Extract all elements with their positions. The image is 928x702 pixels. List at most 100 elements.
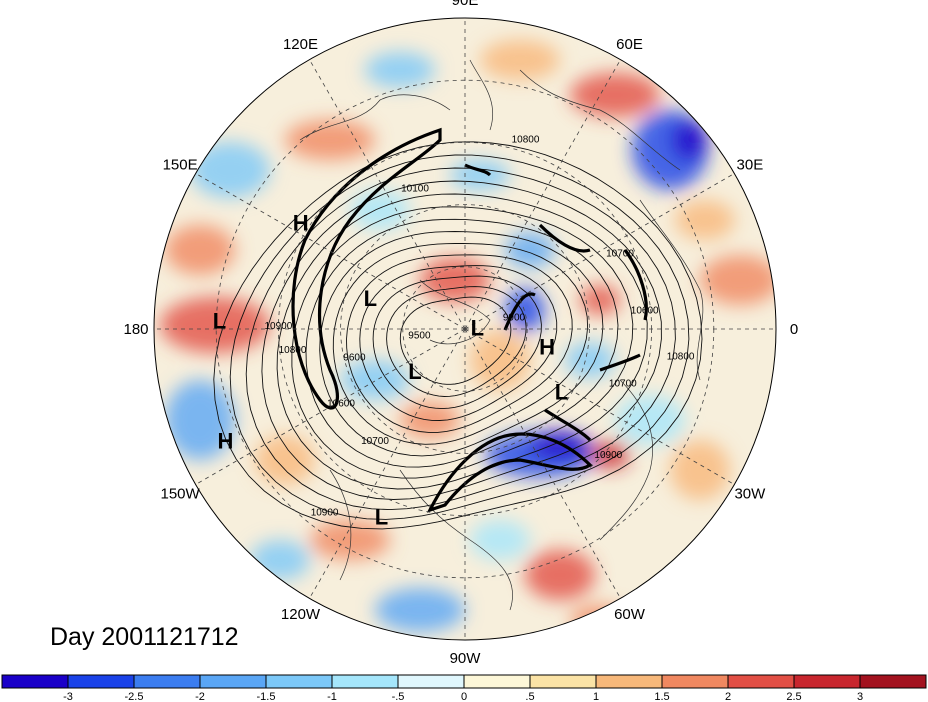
latitude-circle bbox=[215, 79, 715, 579]
height-contour bbox=[213, 141, 703, 530]
anomaly-patch bbox=[165, 380, 235, 460]
low-pressure-label: L bbox=[364, 286, 377, 311]
colorbar-tick-label: -2 bbox=[195, 691, 205, 702]
height-contour bbox=[332, 243, 589, 445]
contour-value-label: 10800 bbox=[279, 345, 307, 356]
anomaly-patch bbox=[580, 285, 620, 315]
contour-value-label: 9500 bbox=[408, 331, 431, 342]
anomaly-patch bbox=[565, 342, 615, 378]
longitude-label: 30E bbox=[737, 157, 764, 174]
high-pressure-label: H bbox=[539, 335, 555, 360]
anomaly-patch bbox=[505, 288, 545, 332]
longitude-label: 30W bbox=[734, 486, 766, 503]
jet-contour bbox=[464, 163, 492, 177]
colorbar-swatch bbox=[68, 675, 135, 688]
anomaly-patch bbox=[525, 550, 595, 600]
jet-contours bbox=[291, 127, 648, 513]
coastline bbox=[299, 94, 451, 141]
contour-value-label: 10700 bbox=[361, 436, 389, 447]
contour-value-label: 10700 bbox=[609, 378, 637, 389]
coastline bbox=[519, 69, 681, 171]
contour-value-label: 10900 bbox=[594, 450, 622, 461]
colorbar-tick-label: 2 bbox=[725, 691, 731, 702]
colorbar-swatch bbox=[200, 675, 267, 688]
anomaly-field bbox=[160, 40, 776, 635]
meridian-line bbox=[309, 328, 466, 599]
latitude-circle bbox=[340, 204, 590, 454]
low-pressure-label: L bbox=[408, 359, 421, 384]
meridian-line bbox=[195, 173, 466, 330]
jet-contour bbox=[623, 249, 648, 321]
anomaly-patch bbox=[365, 52, 435, 88]
height-contours bbox=[213, 141, 703, 530]
colorbar-tick-label: 0 bbox=[461, 691, 467, 702]
anomaly-patch bbox=[470, 520, 530, 560]
meridian-line bbox=[464, 173, 735, 330]
jet-contour bbox=[426, 432, 593, 513]
coastline bbox=[469, 59, 494, 131]
longitude-label: 90E bbox=[452, 0, 479, 9]
meridian-line bbox=[464, 328, 621, 599]
colorbar-tick-label: 1 bbox=[593, 691, 599, 702]
height-contour bbox=[291, 206, 634, 479]
anomaly-patch bbox=[700, 255, 776, 305]
colorbar-tick-label: 1.5 bbox=[654, 691, 669, 702]
colorbar-tick-label: 3 bbox=[857, 691, 863, 702]
anomaly-patch bbox=[615, 395, 685, 445]
graticule bbox=[154, 18, 776, 640]
contour-value-label: 10100 bbox=[401, 184, 429, 195]
anomaly-patch bbox=[675, 200, 735, 240]
colorbar-swatch bbox=[596, 675, 663, 688]
contour-value-label: 10900 bbox=[311, 507, 339, 518]
colorbar-swatch bbox=[530, 675, 597, 688]
contour-value-label: 10600 bbox=[327, 399, 355, 410]
jet-contour bbox=[544, 408, 592, 442]
anomaly-patch bbox=[505, 232, 555, 268]
contour-labels: 10800 10100 10900 10800 9600 9500 10600 10700 10… bbox=[264, 135, 694, 519]
colorbar-swatch bbox=[398, 675, 465, 688]
colorbar: -3 -2.5 -2 -1.5 -1 -.5 0 .5 1 1.5 2 2.5 3 bbox=[1, 674, 927, 702]
anomaly-patch bbox=[350, 190, 410, 230]
anomaly-patch bbox=[670, 440, 730, 500]
contour-value-label: 10700 bbox=[606, 249, 634, 260]
jet-contour bbox=[291, 127, 442, 410]
contour-value-label: 10900 bbox=[264, 321, 292, 332]
colorbar-tick-label: -1.5 bbox=[257, 691, 276, 702]
anomaly-patch bbox=[285, 120, 375, 160]
longitude-label: 180 bbox=[123, 321, 148, 338]
meridian-line bbox=[309, 59, 466, 330]
map-disk bbox=[154, 18, 776, 640]
colorbar-swatch bbox=[464, 675, 531, 688]
jet-contour bbox=[599, 353, 641, 372]
colorbar-swatch bbox=[2, 675, 69, 688]
longitude-label: 150W bbox=[161, 486, 201, 503]
low-pressure-label: L bbox=[471, 315, 484, 340]
longitude-label: 120E bbox=[283, 36, 318, 53]
longitude-label: 120W bbox=[281, 606, 321, 623]
colorbar-swatch bbox=[134, 675, 201, 688]
height-contour bbox=[276, 193, 648, 490]
height-contour bbox=[359, 265, 558, 421]
coastline bbox=[329, 469, 352, 581]
anomaly-patch bbox=[160, 297, 270, 353]
longitude-label: 60E bbox=[616, 36, 643, 53]
longitude-label: 150E bbox=[163, 157, 198, 174]
contour-value-label: 10800 bbox=[667, 351, 695, 362]
contour-value-label: 9600 bbox=[343, 353, 366, 364]
colorbar-tick-label: -.5 bbox=[392, 691, 405, 702]
height-contour bbox=[399, 296, 512, 385]
anomaly-patch bbox=[420, 258, 490, 302]
height-contour bbox=[305, 218, 619, 468]
low-pressure-label: L bbox=[555, 380, 568, 405]
longitude-label: 90W bbox=[450, 650, 482, 667]
low-pressure-label: L bbox=[375, 505, 388, 530]
contour-value-label: 9900 bbox=[503, 312, 526, 323]
height-contour bbox=[386, 286, 527, 397]
colorbar-swatch bbox=[794, 675, 861, 688]
colorbar-swatch bbox=[266, 675, 333, 688]
coastline bbox=[399, 469, 513, 611]
height-contour bbox=[229, 154, 690, 520]
anomaly-patch bbox=[375, 588, 465, 632]
longitude-labels: 90E 60E 30E 0 30W 60W 90W 120W 150W 180 150E 120E bbox=[123, 0, 798, 667]
